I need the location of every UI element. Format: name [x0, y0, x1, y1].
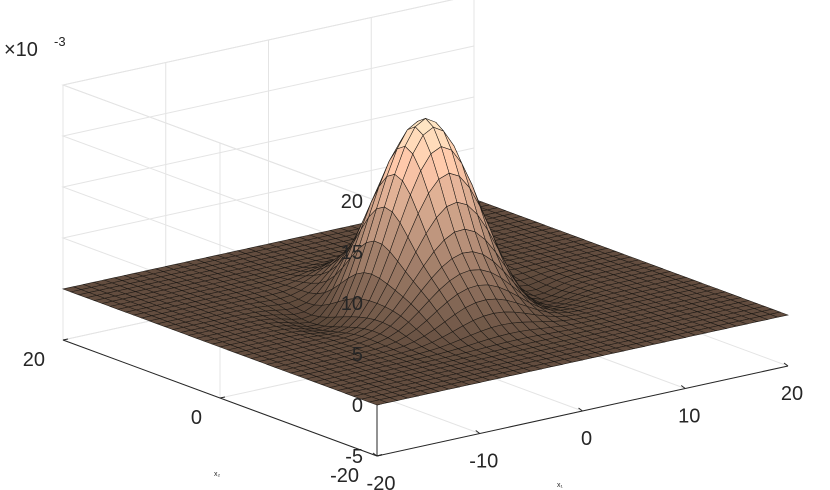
- x-tick-label: -20: [367, 473, 396, 490]
- z-tick-label: -5: [345, 446, 363, 468]
- surface-plot: [62, 118, 789, 406]
- x-tick-label: 10: [678, 406, 700, 428]
- y-tick-mark: [376, 454, 383, 457]
- x-tick-mark: [578, 407, 583, 412]
- z-exponent-superscript: -3: [54, 34, 66, 49]
- y-tick-label: -20: [330, 465, 359, 487]
- z-tick-label: 0: [352, 395, 363, 417]
- x-tick-mark: [475, 430, 481, 434]
- surface-patch: [368, 399, 389, 406]
- y-tick-label: 20: [23, 349, 45, 371]
- z-tick-label: 20: [341, 191, 363, 213]
- y-axis-label: x₂: [214, 471, 221, 478]
- z-tick-label: 10: [341, 293, 363, 315]
- z-tick-label: 15: [341, 242, 363, 264]
- y-tick-label: 0: [191, 407, 202, 429]
- x-tick-mark: [680, 385, 686, 389]
- x-tick-label: -10: [469, 451, 498, 473]
- y-tick-mark: [219, 396, 226, 399]
- x-tick-label: 20: [781, 383, 803, 405]
- z-exponent-prefix: ×10: [4, 39, 38, 61]
- box-edge: [62, 84, 378, 202]
- x-tick-label: 0: [581, 428, 592, 450]
- x-tick-mark: [372, 452, 378, 457]
- x-axis-label: x₁: [557, 482, 564, 489]
- x-tick-mark: [783, 362, 789, 367]
- y-tick-mark: [62, 338, 69, 341]
- tick-labels: ×10 -3 x₁ x₂ -5 0 5 10 15 20 -20 -10 0 10 20 -20 0 20: [4, 34, 803, 490]
- box-edge: [62, 0, 454, 86]
- z-tick-label: 5: [352, 344, 363, 366]
